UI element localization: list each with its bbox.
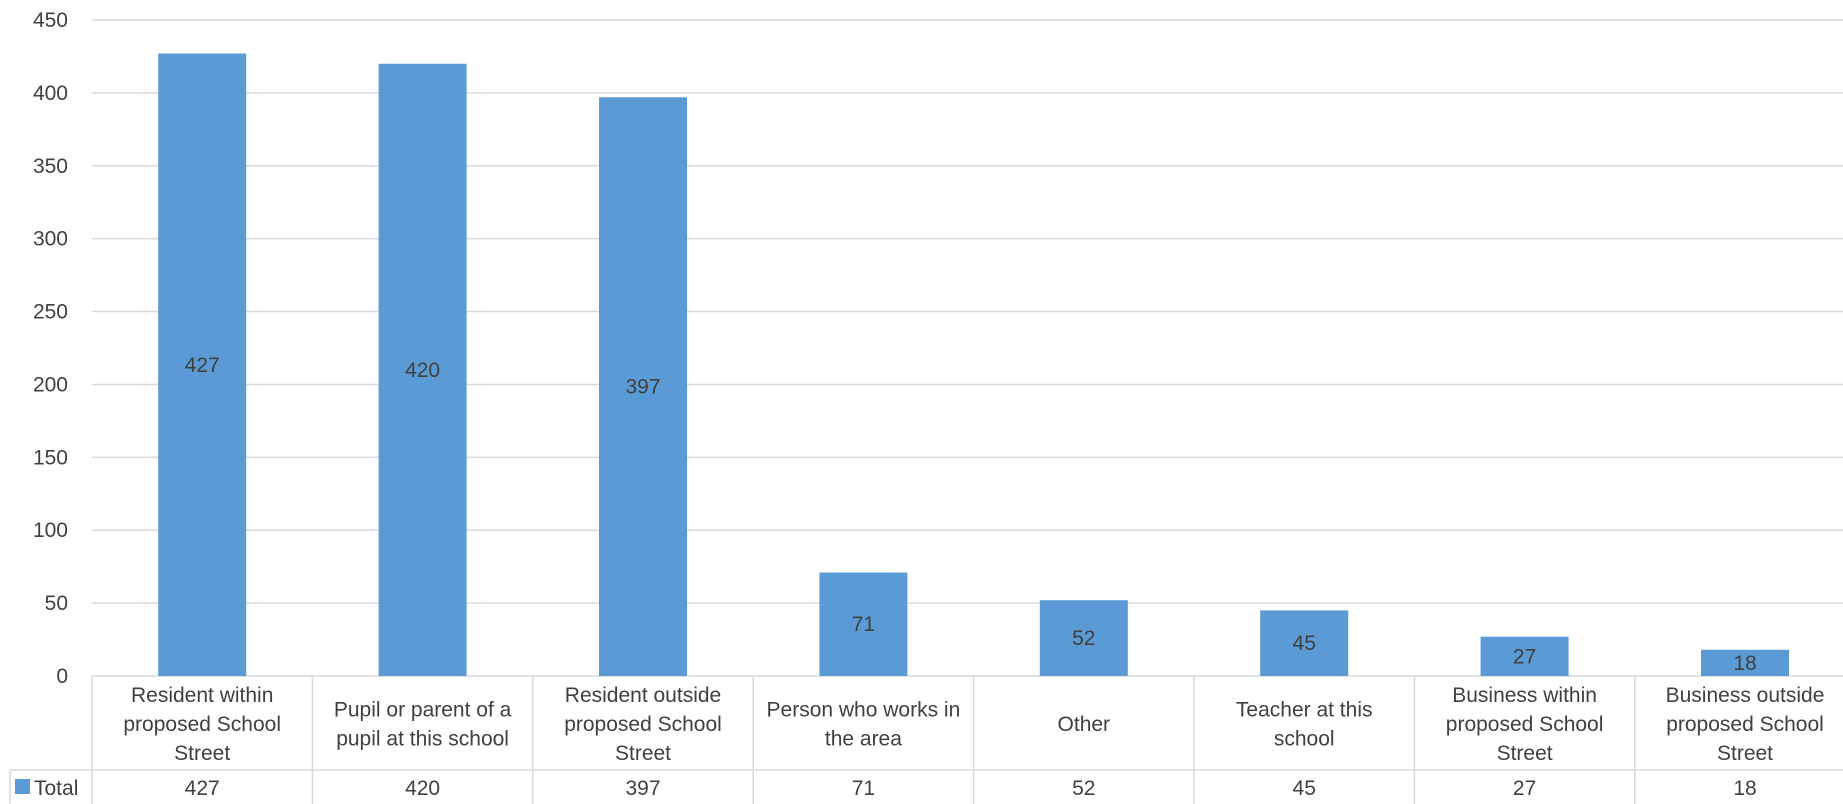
bar [599,97,687,677]
y-tick-label: 450 [33,9,68,32]
gridlines [92,19,1843,677]
category-label: Street [615,742,671,765]
bar [158,53,247,677]
category-label: proposed School [123,713,281,736]
table-value: 71 [852,777,875,800]
bar [1701,649,1789,676]
legend-label: Total [34,777,78,800]
data-label: 45 [1293,632,1316,655]
y-tick-label: 150 [33,446,68,469]
y-tick-label: 100 [33,519,68,542]
bar [1039,600,1128,676]
category-label: Street [1497,742,1553,765]
category-label: Teacher at this [1236,699,1373,722]
bar [819,572,908,676]
category-label: proposed School [1446,713,1604,736]
data-label: 71 [852,613,875,636]
category-label: Resident outside [565,684,721,707]
table-value: 52 [1072,777,1095,800]
y-tick-label: 50 [45,592,68,615]
category-label: Business outside [1666,684,1825,707]
data-label: 27 [1513,645,1536,668]
table-value: 45 [1293,777,1316,800]
data-label: 427 [185,354,220,377]
y-tick-label: 350 [33,155,68,178]
y-tick-label: 300 [33,228,68,251]
category-label: school [1274,728,1335,751]
category-label: proposed School [1666,713,1824,736]
data-labels: 427 420 397 71 52 45 27 18 [185,354,1757,675]
data-label: 397 [625,376,660,399]
category-label: the area [825,728,902,751]
y-tick-label: 250 [33,301,68,324]
table-value: 27 [1513,777,1536,800]
table-value: 18 [1733,777,1756,800]
category-label: Person who works in [767,699,961,722]
y-tick-label: 200 [33,373,68,396]
bar [1480,636,1569,676]
category-label: pupil at this school [336,728,509,751]
legend-swatch [15,779,30,794]
category-label: Other [1058,713,1111,736]
category-label: Street [1717,742,1773,765]
table-value: 427 [185,777,220,800]
bar [378,63,467,676]
data-label: 52 [1072,627,1095,650]
bar [1260,610,1349,676]
table-value: 420 [405,777,440,800]
y-axis: 0 50 100 150 200 250 300 350 400 450 [33,9,68,688]
y-tick-label: 400 [33,82,68,105]
data-label: 18 [1733,652,1756,675]
data-label: 420 [405,359,440,382]
y-tick-label: 0 [56,665,68,688]
bars [158,53,1789,677]
category-label: Street [174,742,230,765]
data-table: Resident within proposed School Street Pupi… [9,676,1843,804]
table-value: 397 [625,777,660,800]
category-label: Business within [1452,684,1597,707]
category-label: Pupil or parent of a [334,699,512,722]
category-label: Resident within [131,684,273,707]
category-label: proposed School [564,713,722,736]
